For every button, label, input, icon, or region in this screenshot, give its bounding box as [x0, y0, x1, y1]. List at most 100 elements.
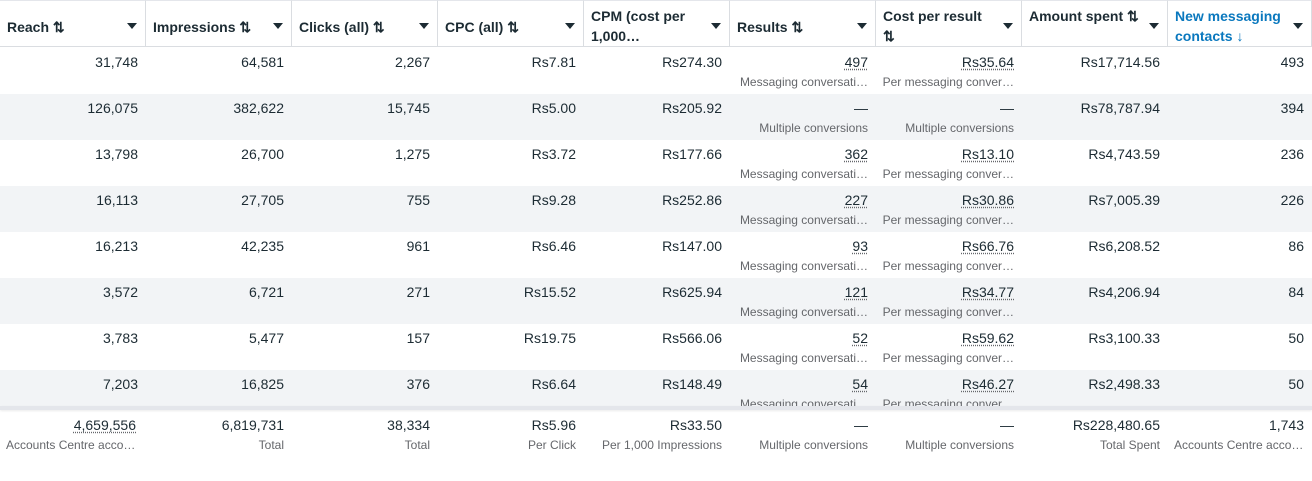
- impressions-value: 27,705: [241, 192, 284, 208]
- table-row[interactable]: 3,783 5,477 157 Rs19.75 Rs566.06 52 Messaging …: [0, 324, 1312, 370]
- column-header-label: Amount spent ⇅: [1029, 8, 1139, 24]
- chevron-down-icon[interactable]: [1149, 23, 1159, 29]
- total-value: 1,743: [1268, 417, 1304, 433]
- total-sub-label: Multiple conversions: [905, 438, 1014, 452]
- cell-impressions: 6,721: [146, 278, 292, 324]
- chevron-down-icon[interactable]: [565, 23, 575, 29]
- cell-spent: Rs7,005.39: [1022, 186, 1168, 232]
- results-value[interactable]: 52: [852, 330, 868, 346]
- spent-value: Rs2,498.33: [1088, 376, 1160, 392]
- cpr-value[interactable]: Rs59.62: [961, 330, 1014, 346]
- cell-cpr: Rs66.76 Per messaging conver…: [876, 232, 1022, 278]
- chevron-down-icon[interactable]: [273, 23, 283, 29]
- column-header[interactable]: CPC (all) ⇅: [438, 0, 584, 47]
- table-header: Reach ⇅ Impressions ⇅ Clicks (all) ⇅ CPC (a…: [0, 0, 1312, 47]
- cpc-value: Rs9.28: [531, 192, 576, 208]
- results-value[interactable]: 362: [844, 146, 868, 162]
- results-value[interactable]: —: [854, 100, 868, 116]
- cell-reach: 7,203: [0, 370, 146, 406]
- cpr-sub-label: Per messaging conver…: [882, 75, 1014, 89]
- total-value: Rs228,480.65: [1072, 417, 1160, 433]
- cpr-value[interactable]: Rs13.10: [961, 146, 1014, 162]
- cell-cpr: Rs46.27 Per messaging conver…: [876, 370, 1022, 406]
- total-value[interactable]: 4,659,556: [73, 417, 136, 433]
- total-sub-label: Total: [258, 438, 284, 452]
- column-header[interactable]: Cost per result ⇅: [876, 0, 1022, 47]
- column-header-label: Clicks (all) ⇅: [299, 18, 385, 35]
- cell-cpr: Rs34.77 Per messaging conver…: [876, 278, 1022, 324]
- spent-value: Rs17,714.56: [1080, 54, 1160, 70]
- table-row[interactable]: 7,203 16,825 376 Rs6.64 Rs148.49 54 Messaging …: [0, 370, 1312, 406]
- column-header-label: New messaging contacts ↓: [1175, 8, 1281, 44]
- clicks-value: 157: [406, 330, 430, 346]
- cell-spent: Rs3,100.33: [1022, 324, 1168, 370]
- cpr-value[interactable]: Rs66.76: [961, 238, 1014, 254]
- results-value[interactable]: 93: [852, 238, 868, 254]
- column-header[interactable]: New messaging contacts ↓: [1168, 0, 1312, 47]
- cpr-sub-label: Per messaging conver…: [882, 167, 1014, 181]
- cell-clicks: 1,275: [292, 140, 438, 186]
- table-row[interactable]: 126,075 382,622 15,745 Rs5.00 Rs205.92 — Multi…: [0, 94, 1312, 140]
- cpm-value: Rs566.06: [662, 330, 722, 346]
- results-value[interactable]: 227: [844, 192, 868, 208]
- cpr-value[interactable]: —: [1000, 100, 1014, 116]
- results-value[interactable]: 497: [844, 54, 868, 70]
- table-row[interactable]: 31,748 64,581 2,267 Rs7.81 Rs274.30 497 Messag…: [0, 48, 1312, 94]
- cpr-value[interactable]: Rs34.77: [961, 284, 1014, 300]
- results-sub-label: Messaging conversati…: [739, 167, 868, 181]
- results-sub-label: Messaging conversati…: [739, 259, 868, 273]
- cpr-value[interactable]: Rs30.86: [961, 192, 1014, 208]
- clicks-value: 15,745: [387, 100, 430, 116]
- cell-cpr: Rs35.64 Per messaging conver…: [876, 48, 1022, 94]
- cell-contacts: 394: [1168, 94, 1312, 140]
- total-cell: — Multiple conversions: [730, 410, 876, 470]
- chevron-down-icon[interactable]: [711, 23, 721, 29]
- cpc-value: Rs19.75: [523, 330, 576, 346]
- column-header[interactable]: Clicks (all) ⇅: [292, 0, 438, 47]
- cell-clicks: 961: [292, 232, 438, 278]
- cell-cpm: Rs625.94: [584, 278, 730, 324]
- spent-value: Rs7,005.39: [1088, 192, 1160, 208]
- column-header[interactable]: CPM (cost per 1,000…: [584, 0, 730, 47]
- chevron-down-icon[interactable]: [419, 23, 429, 29]
- total-cell: Rs5.96 Per Click: [438, 410, 584, 470]
- cpr-value[interactable]: Rs46.27: [961, 376, 1014, 392]
- chevron-down-icon[interactable]: [857, 23, 867, 29]
- table-row[interactable]: 13,798 26,700 1,275 Rs3.72 Rs177.66 362 Messag…: [0, 140, 1312, 186]
- spent-value: Rs4,743.59: [1088, 146, 1160, 162]
- cell-cpc: Rs9.28: [438, 186, 584, 232]
- cell-reach: 3,783: [0, 324, 146, 370]
- impressions-value: 6,721: [248, 284, 284, 300]
- cell-impressions: 27,705: [146, 186, 292, 232]
- impressions-value: 5,477: [248, 330, 284, 346]
- column-header[interactable]: Amount spent ⇅: [1022, 0, 1168, 47]
- contacts-value: 84: [1288, 284, 1304, 300]
- results-value[interactable]: 54: [852, 376, 868, 392]
- cell-cpc: Rs6.64: [438, 370, 584, 406]
- results-value[interactable]: 121: [844, 284, 868, 300]
- cell-cpm: Rs274.30: [584, 48, 730, 94]
- cell-spent: Rs2,498.33: [1022, 370, 1168, 406]
- cell-cpr: — Multiple conversions: [876, 94, 1022, 140]
- column-header[interactable]: Impressions ⇅: [146, 0, 292, 47]
- table-row[interactable]: 16,113 27,705 755 Rs9.28 Rs252.86 227 Messagin…: [0, 186, 1312, 232]
- chevron-down-icon[interactable]: [127, 23, 137, 29]
- chevron-down-icon[interactable]: [1003, 23, 1013, 29]
- table-row[interactable]: 16,213 42,235 961 Rs6.46 Rs147.00 93 Messaging…: [0, 232, 1312, 278]
- impressions-value: 16,825: [241, 376, 284, 392]
- reach-value: 126,075: [87, 100, 138, 116]
- table-row[interactable]: 3,572 6,721 271 Rs15.52 Rs625.94 121 Messaging…: [0, 278, 1312, 324]
- cell-impressions: 42,235: [146, 232, 292, 278]
- total-cell: Rs33.50 Per 1,000 Impressions: [584, 410, 730, 470]
- chevron-down-icon[interactable]: [1293, 23, 1303, 29]
- cpr-value[interactable]: Rs35.64: [961, 54, 1014, 70]
- cpr-sub-label: Per messaging conver…: [882, 351, 1014, 365]
- column-header[interactable]: Results ⇅: [730, 0, 876, 47]
- contacts-value: 394: [1280, 100, 1304, 116]
- clicks-value: 961: [406, 238, 430, 254]
- spent-value: Rs78,787.94: [1080, 100, 1160, 116]
- cell-impressions: 382,622: [146, 94, 292, 140]
- cell-reach: 16,113: [0, 186, 146, 232]
- reach-value: 13,798: [95, 146, 138, 162]
- column-header[interactable]: Reach ⇅: [0, 0, 146, 47]
